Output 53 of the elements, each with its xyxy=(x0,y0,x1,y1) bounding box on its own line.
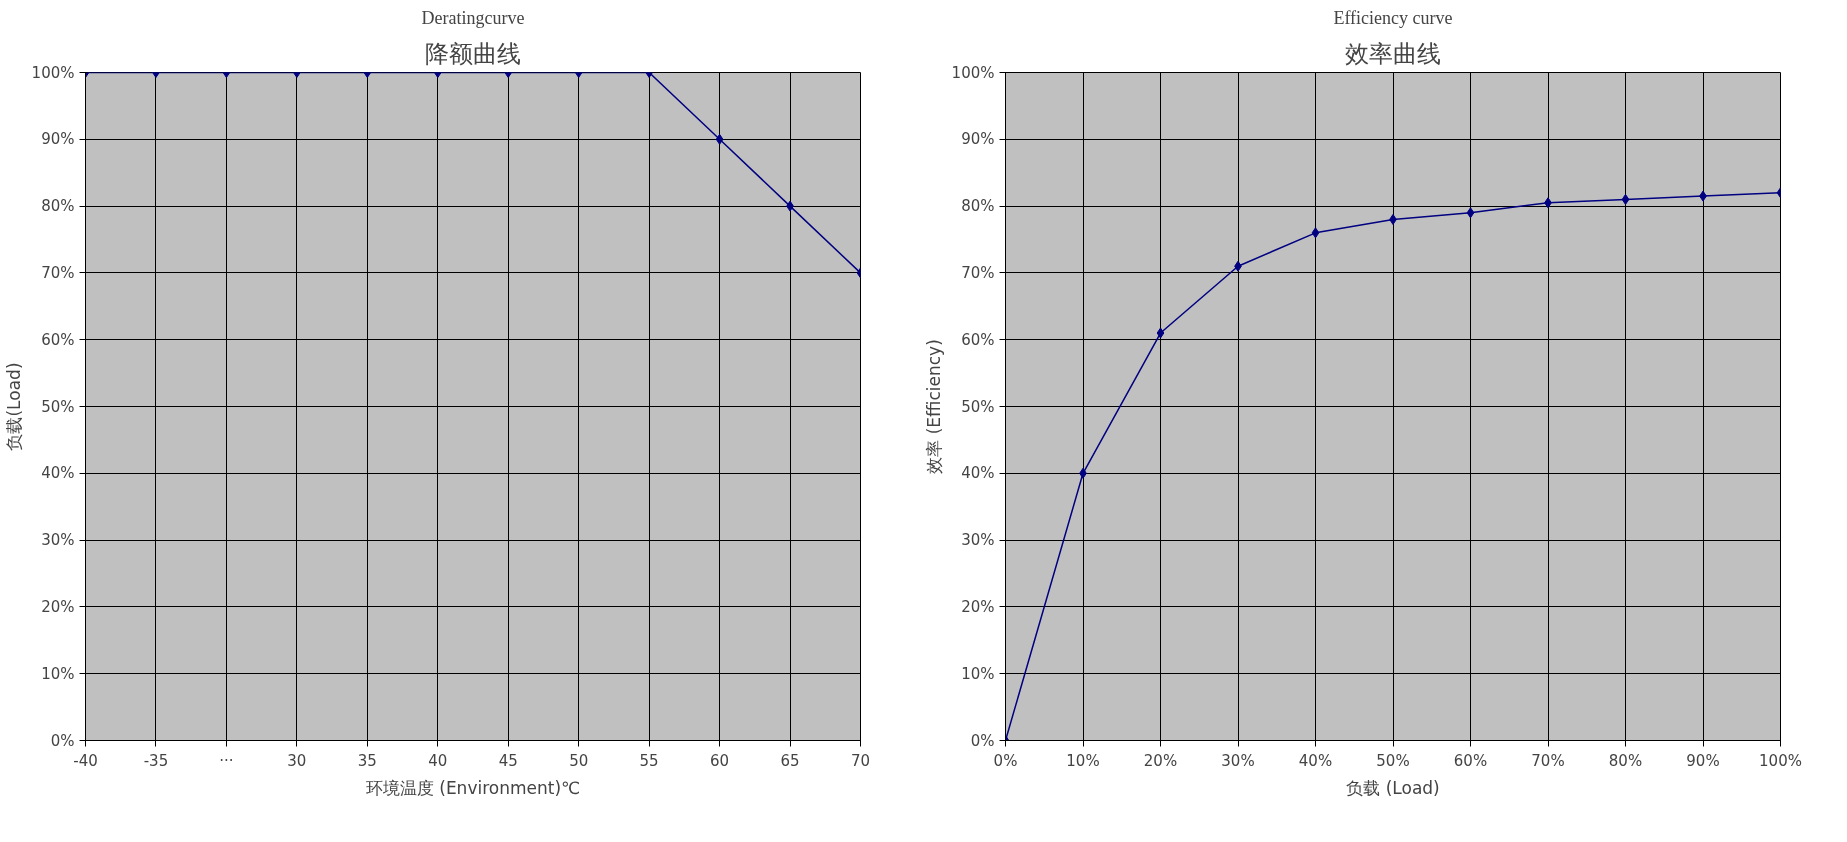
chart-subtitle: Deratingcurve xyxy=(421,7,525,28)
x-axis-title: 环境温度 (Environment)℃ xyxy=(365,777,581,798)
chart-title: 效率曲线 xyxy=(1345,39,1441,68)
x-tick-label: 35 xyxy=(357,751,377,770)
x-axis-title: 负载 (Load) xyxy=(1346,777,1440,798)
y-tick-label: 90% xyxy=(961,130,995,149)
x-tick-label: -35 xyxy=(143,751,169,770)
x-tick-label: 45 xyxy=(498,751,518,770)
x-tick-label: 70 xyxy=(850,751,871,770)
x-tick-label: 70% xyxy=(1531,751,1565,770)
y-tick-label: 20% xyxy=(961,597,995,616)
y-tick-label: 0% xyxy=(50,731,75,750)
y-tick-label: 40% xyxy=(41,464,75,483)
x-tick-label: 40 xyxy=(428,751,448,770)
x-tick-label: 60 xyxy=(710,751,730,770)
y-axis-title: 效率 (Efficiency) xyxy=(923,339,944,474)
x-tick-label: 90% xyxy=(1686,751,1720,770)
x-tick-label: 60% xyxy=(1453,751,1488,770)
x-tick-label: 40% xyxy=(1298,751,1333,770)
y-tick-label: 10% xyxy=(41,664,75,683)
x-tick-label: 50% xyxy=(1376,751,1410,770)
y-tick-label: 30% xyxy=(41,531,75,550)
y-tick-label: 80% xyxy=(41,197,75,216)
x-tick-label: 0% xyxy=(993,751,1018,770)
y-tick-label: 0% xyxy=(970,731,995,750)
y-tick-label: 70% xyxy=(961,263,995,282)
x-tick-label: 30 xyxy=(287,751,307,770)
chart-subtitle: Efficiency curve xyxy=(1333,7,1453,28)
x-tick-label: 80% xyxy=(1608,751,1643,770)
x-tick-label: 65 xyxy=(780,751,800,770)
x-tick-label: 10% xyxy=(1066,751,1100,770)
y-tick-label: 80% xyxy=(961,197,995,216)
y-tick-label: 40% xyxy=(961,464,995,483)
y-tick-label: 70% xyxy=(41,263,75,282)
y-tick-label: 30% xyxy=(961,531,995,550)
y-tick-label: 50% xyxy=(41,397,75,416)
y-tick-label: 100% xyxy=(31,63,75,82)
x-tick-label: ··· xyxy=(219,751,234,770)
x-tick-label: 50 xyxy=(569,751,589,770)
y-tick-label: 10% xyxy=(961,664,995,683)
y-tick-label: 60% xyxy=(961,330,995,349)
y-tick-label: 50% xyxy=(961,397,995,416)
x-tick-label: 30% xyxy=(1221,751,1255,770)
y-axis-title: 负载(Load) xyxy=(3,362,24,451)
x-tick-label: 55 xyxy=(639,751,659,770)
x-tick-label: -40 xyxy=(73,751,98,770)
y-tick-label: 20% xyxy=(41,597,75,616)
x-tick-label: 20% xyxy=(1143,751,1178,770)
y-tick-label: 90% xyxy=(41,130,75,149)
y-tick-label: 60% xyxy=(41,330,75,349)
x-tick-label: 100% xyxy=(1759,751,1802,770)
y-tick-label: 100% xyxy=(951,63,995,82)
chart-title: 降额曲线 xyxy=(425,39,521,68)
